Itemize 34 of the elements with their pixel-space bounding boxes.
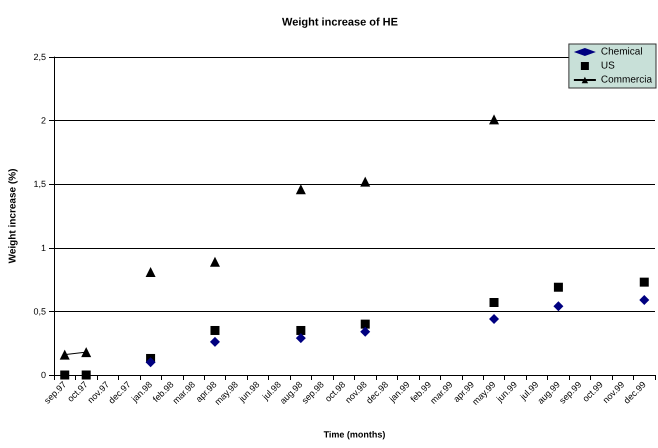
point xyxy=(146,266,156,277)
point xyxy=(639,294,650,305)
point xyxy=(296,184,306,194)
point xyxy=(296,326,306,335)
point xyxy=(146,357,156,368)
point xyxy=(360,326,370,337)
y-tick-label: 1 xyxy=(40,242,46,253)
point xyxy=(82,370,91,380)
point xyxy=(60,370,70,380)
point xyxy=(360,320,370,329)
y-tick-label: 2 xyxy=(40,116,46,126)
legend-label: US xyxy=(600,60,616,72)
point xyxy=(489,114,500,124)
point xyxy=(210,336,220,347)
point xyxy=(489,314,500,324)
x-axis-title: Time (months) xyxy=(324,430,386,440)
point xyxy=(296,333,306,344)
y-tick-label: 0,5 xyxy=(33,306,46,316)
point xyxy=(553,301,564,312)
y-tick-label: 2,5 xyxy=(33,52,46,62)
legend-label: Commercia xyxy=(600,74,652,86)
point xyxy=(640,278,649,287)
y-axis-title: Weight increase (%) xyxy=(8,168,18,264)
legend-label: Chemical xyxy=(600,46,643,58)
point xyxy=(210,326,220,335)
y-tick-label: 0 xyxy=(40,370,46,380)
point xyxy=(490,298,499,307)
chart-title: Weight increase of HE xyxy=(282,16,398,28)
point xyxy=(210,256,220,267)
point xyxy=(554,282,563,292)
point xyxy=(81,347,92,358)
point xyxy=(60,350,70,360)
point xyxy=(360,176,370,187)
y-tick-label: 1,5 xyxy=(33,179,46,190)
